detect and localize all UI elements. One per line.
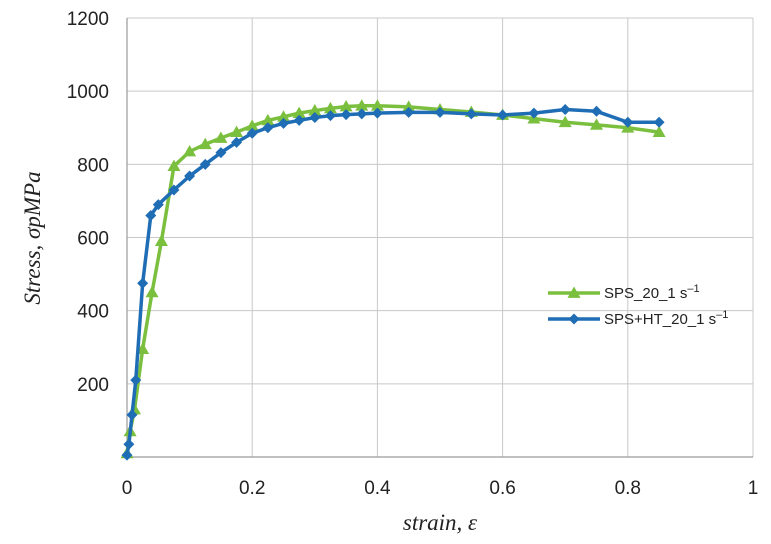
series-sps-ht (121, 103, 665, 461)
legend-marker (567, 286, 581, 298)
data-point (652, 125, 666, 138)
data-point (231, 136, 243, 148)
data-point (126, 409, 138, 421)
y-tick-label: 600 (77, 229, 109, 250)
x-axis-label: strain, ε (403, 510, 478, 535)
data-point (130, 374, 142, 386)
x-tick-labels: 0 0.2 0.4 0.6 0.8 1 (122, 478, 759, 499)
data-point (152, 199, 164, 211)
data-point (528, 107, 540, 119)
x-tick-label: 0.6 (489, 478, 515, 499)
series-layer (120, 99, 666, 461)
data-point (590, 118, 603, 130)
data-point (230, 125, 244, 138)
data-point (123, 438, 135, 450)
data-point (309, 112, 321, 124)
y-axis-label: Stress, σpMPa (20, 171, 45, 304)
data-point (261, 113, 275, 126)
data-point (356, 108, 368, 120)
data-point (214, 131, 228, 143)
data-point (121, 449, 133, 461)
data-point (403, 106, 415, 118)
y-tick-label: 200 (77, 375, 109, 396)
y-tick-label: 400 (77, 302, 109, 323)
data-point (198, 137, 212, 150)
x-tick-label: 1 (748, 478, 759, 499)
legend: SPS_20_1 s–1 SPS+HT_20_1 s–1 (548, 283, 728, 328)
y-tick-label: 800 (77, 155, 109, 176)
legend-superscript: –1 (716, 309, 728, 321)
data-point (434, 106, 446, 118)
data-point (137, 277, 149, 289)
data-point (168, 184, 180, 196)
data-point (371, 107, 383, 119)
y-tick-label: 1000 (67, 82, 109, 103)
data-point (262, 122, 274, 134)
data-point (278, 117, 289, 129)
legend-marker (568, 313, 580, 325)
legend-item: SPS_20_1 s–1 (548, 283, 700, 302)
data-point (154, 234, 168, 247)
data-point (308, 104, 322, 116)
data-point (653, 116, 665, 128)
data-point (340, 109, 352, 121)
data-point (145, 285, 159, 298)
data-point (558, 115, 572, 128)
data-point (324, 110, 336, 122)
data-point (591, 105, 602, 117)
data-point (370, 99, 384, 111)
data-point (277, 110, 290, 122)
data-point (184, 170, 196, 182)
legend-label: SPS+HT_20_1 s–1 (604, 309, 728, 328)
data-point (293, 114, 305, 126)
x-tick-label: 0.2 (239, 478, 265, 499)
data-point (183, 145, 197, 157)
x-tick-label: 0 (122, 478, 133, 499)
data-point (559, 103, 571, 115)
data-point (339, 100, 353, 112)
data-point (215, 147, 227, 159)
data-point (292, 106, 306, 118)
data-point (402, 100, 416, 112)
y-tick-labels: 200 400 600 800 1000 1200 (67, 9, 109, 396)
x-tick-label: 0.4 (364, 478, 391, 499)
series-line (125, 107, 660, 456)
data-point (355, 99, 369, 111)
data-point (246, 127, 258, 139)
y-tick-label: 1200 (67, 9, 109, 30)
legend-label: SPS_20_1 s–1 (604, 283, 700, 302)
series-sps (120, 99, 666, 459)
data-point (465, 108, 477, 120)
data-point (245, 119, 259, 131)
grid (127, 17, 754, 457)
data-point (497, 109, 509, 121)
data-point (167, 159, 181, 172)
data-point (622, 116, 634, 128)
x-tick-label: 0.8 (615, 478, 641, 499)
data-point (323, 101, 337, 114)
data-point (199, 158, 211, 170)
axes (126, 18, 753, 458)
data-point (145, 210, 157, 222)
legend-superscript: –1 (687, 283, 699, 295)
legend-item: SPS+HT_20_1 s–1 (548, 309, 728, 328)
